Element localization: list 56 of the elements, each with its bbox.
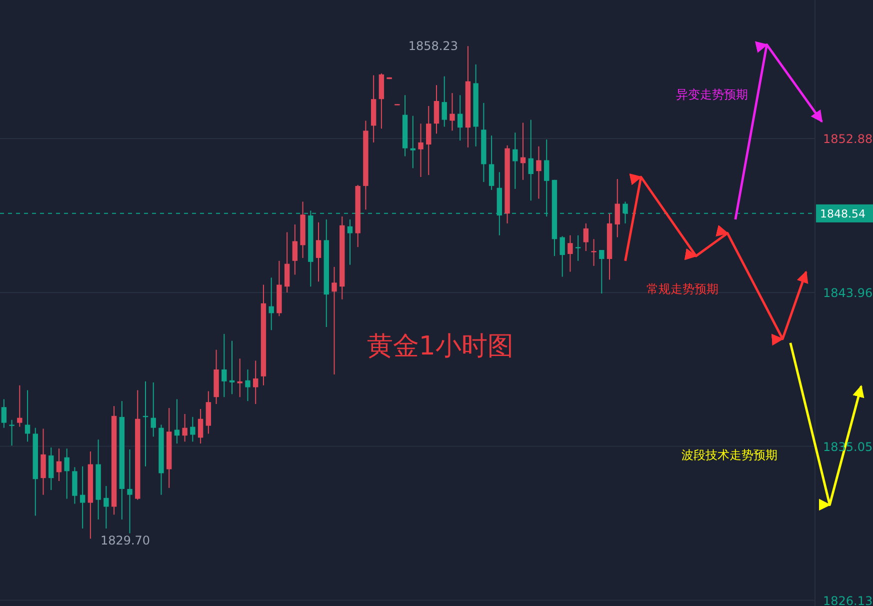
candlestick: [17, 384, 22, 428]
y-tick-label: 1843.96: [823, 286, 873, 300]
candlestick: [48, 447, 54, 490]
candlestick: [24, 390, 30, 442]
candlestick: [560, 236, 565, 278]
candlestick: [614, 178, 620, 238]
candlestick: [488, 135, 494, 190]
candlestick: [575, 234, 581, 262]
candlestick: [583, 222, 589, 252]
candlestick: [127, 448, 132, 534]
candlestick: [64, 448, 70, 500]
candlestick: [410, 115, 416, 169]
text: 波段技术走势预期: [682, 448, 778, 462]
candlestick: [237, 358, 242, 398]
candlestick: [418, 123, 424, 178]
candlestick: [536, 146, 542, 200]
annotation: 黄金1小时图: [366, 332, 514, 362]
series-label: 异变走势预期: [676, 88, 748, 102]
ref-line-label: 1848.54: [820, 207, 866, 220]
candlestick: [182, 414, 188, 442]
candlestick: [150, 382, 156, 438]
candlestick: [198, 408, 204, 444]
candlestick: [268, 277, 274, 331]
candlestick: [206, 390, 212, 434]
candlestick: [434, 84, 440, 134]
y-tick-label: 1852.88: [823, 132, 873, 146]
candlestick: [253, 360, 258, 404]
candlestick: [512, 132, 518, 190]
y-tick-label: 1826.13: [823, 594, 873, 606]
candlestick: [9, 419, 14, 446]
candlestick: [104, 486, 109, 529]
candlestick: [80, 466, 86, 529]
candlestick: [222, 333, 227, 398]
candlestick: [1, 398, 7, 428]
candlestick: [450, 92, 455, 132]
candlestick: [520, 122, 526, 180]
candlestick: [442, 76, 447, 128]
candlestick: [316, 222, 322, 282]
candlestick: [347, 218, 353, 266]
candlestick: [190, 416, 196, 442]
candlestick: [56, 448, 62, 482]
candlestick: [599, 249, 604, 294]
annotation: 1858.23: [408, 39, 458, 54]
candlestick: [292, 224, 298, 276]
candlestick: [332, 266, 337, 375]
text: 常规走势预期: [646, 282, 719, 296]
candlestick: [174, 398, 180, 444]
candlestick: [229, 340, 235, 395]
candlestick: [245, 368, 250, 402]
candlestick: [284, 232, 290, 293]
candlestick: [426, 106, 432, 176]
annotation: 1829.70: [100, 534, 150, 548]
candlestick: [457, 94, 463, 142]
candlestick: [528, 119, 534, 202]
candlestick: [568, 234, 573, 272]
candlestick: [40, 428, 46, 496]
